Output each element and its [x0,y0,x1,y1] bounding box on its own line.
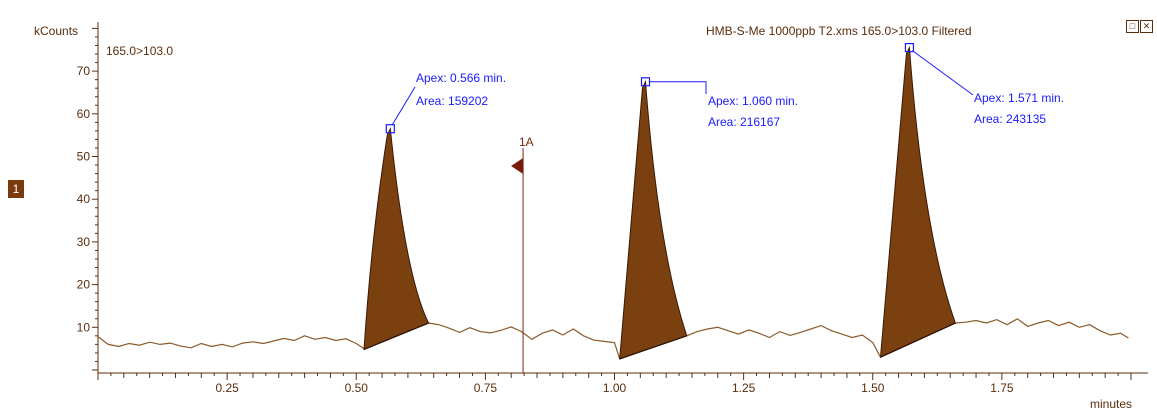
peak-3-leader-line [912,50,974,96]
x-axis-label: minutes [1090,397,1133,411]
retention-marker [511,148,524,373]
x-tick-label: 1.25 [732,381,756,395]
marker-flag [511,158,524,174]
x-tick-label: 0.75 [474,381,498,395]
peak-1-apex-marker [385,124,395,134]
trace-segment [686,324,882,358]
trace-title: HMB-S-Me 1000ppb T2.xms 165.0>103.0 Filt… [706,24,972,38]
x-tick-label: 1.50 [861,381,885,395]
x-tick-label: 0.50 [345,381,369,395]
marker-label: 1A [519,135,534,149]
y-tick-label: 10 [77,320,91,334]
y-axis-label: kCounts [34,24,79,38]
y-tick-label: 60 [77,107,91,121]
pane-number-badge[interactable]: 1 [8,180,24,198]
x-tick-label: 1.75 [990,381,1014,395]
trace-segment [97,335,365,350]
peak-2-fill [619,79,688,360]
x-tick-label: 0.25 [215,381,239,395]
peak-1-apex-label: Apex: 0.566 min. [416,71,507,85]
peak-2-apex-label: Apex: 1.060 min. [708,94,799,108]
peak-2-area-label: Area: 216167 [708,115,781,129]
channel-label: 165.0>103.0 [106,44,174,58]
peak-3-apex-label: Apex: 1.571 min. [974,91,1065,105]
peaks [363,43,974,360]
y-tick-label: 20 [77,278,91,292]
y-tick-label: 30 [77,235,91,249]
trace-segment [428,322,621,360]
axes: 10 20 30 40 50 60 70 0.25 0.50 0.75 1.00 1.25 1.50 1.… [77,22,1148,395]
peak-1-fill [363,126,430,351]
peak-1-leader-line [391,86,416,126]
peak-1-baseline [363,322,429,351]
baseline-trace [97,318,1129,360]
peak-3-apex-marker [904,43,915,53]
trace-segment [955,318,1129,339]
restore-window-icon[interactable]: □ [1126,20,1139,33]
peak-2-baseline [619,335,688,360]
y-tick-label: 70 [77,64,91,78]
peak-2-leader-line [649,81,707,94]
close-window-icon[interactable]: ✕ [1140,20,1153,33]
peak-3-fill [879,45,957,359]
peak-3-baseline [880,322,956,358]
peak-3-area-label: Area: 243135 [974,112,1047,126]
x-tick-label: 1.00 [603,381,627,395]
y-tick-label: 40 [77,192,91,206]
peak-1-area-label: Area: 159202 [416,94,489,108]
y-tick-label: 50 [77,150,91,164]
